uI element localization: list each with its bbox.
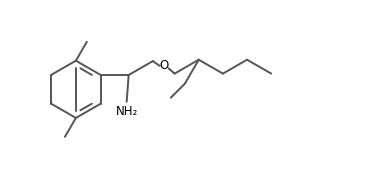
Text: O: O (159, 59, 168, 72)
Text: NH₂: NH₂ (116, 105, 138, 118)
